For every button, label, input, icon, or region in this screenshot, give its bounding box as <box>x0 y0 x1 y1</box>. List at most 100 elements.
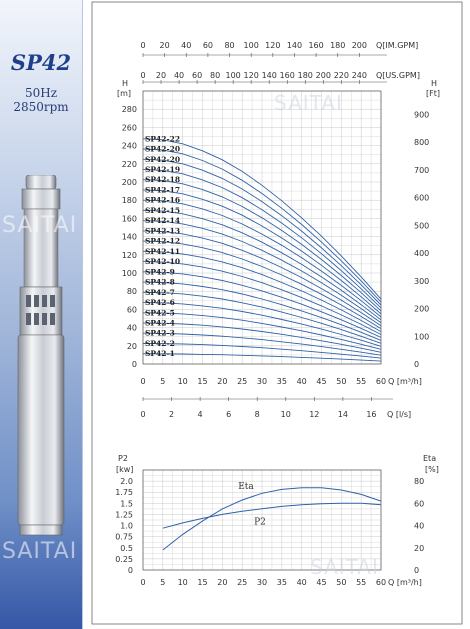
y-right-tick-label: 700 <box>414 166 429 175</box>
y-right-tick-label: 400 <box>414 249 429 258</box>
x-img-tick-label: 140 <box>287 41 302 50</box>
x-img-tick-label: 0 <box>140 41 145 50</box>
power-x-tick-label: 0 <box>140 578 145 587</box>
head-curve-label: SP42-16 <box>145 196 180 205</box>
x-us-tick-label: 140 <box>262 71 277 80</box>
head-curve-label: SP42-17 <box>145 185 180 194</box>
p2-tick-label: 1.75 <box>115 488 133 497</box>
y-left-tick-label: 180 <box>122 196 137 205</box>
y-left-tick-label: 20 <box>127 342 137 351</box>
head-curve-14 <box>142 220 382 324</box>
x-img-tick-label: 180 <box>330 41 345 50</box>
p2-tick-label: 0.75 <box>115 533 133 542</box>
p2-tick-label: 1.25 <box>115 510 133 519</box>
x-bottom-tick-label: 20 <box>217 377 227 386</box>
head-curve-label: SP42-18 <box>145 175 180 184</box>
head-curve-label: SP42-5 <box>145 308 175 317</box>
x-us-tick-label: 20 <box>156 71 166 80</box>
x-us-tick-label: 100 <box>226 71 241 80</box>
x-img-axis-label: Q[IM.GPM] <box>376 41 418 50</box>
x-bottom-tick-label: 0 <box>140 377 145 386</box>
power-x-tick-label: 15 <box>197 578 207 587</box>
x-us-axis-label: Q[US.GPM] <box>376 71 420 80</box>
y-right-axis-title: H <box>431 79 437 88</box>
x-ls-axis-label: Q [l/s] <box>387 410 411 419</box>
x-bottom-tick-label: 40 <box>297 377 307 386</box>
head-curve-9 <box>142 271 382 338</box>
head-curve-20 <box>142 158 382 306</box>
p2-axis-title: P2 <box>118 454 128 463</box>
y-right-tick-label: 100 <box>414 332 429 341</box>
power-x-tick-label: 40 <box>297 578 307 587</box>
eta-tick-label: 20 <box>414 544 424 553</box>
x-ls-tick-label: 0 <box>140 410 145 419</box>
head-curve-13 <box>142 230 382 327</box>
frequency-label: 50Hz <box>24 86 58 100</box>
x-us-tick-label: 40 <box>174 71 184 80</box>
head-curve-12 <box>142 240 382 329</box>
head-curve-label: SP42-12 <box>145 237 180 246</box>
y-left-tick-label: 100 <box>122 269 137 278</box>
pump-illustration <box>17 175 65 536</box>
head-curve-8 <box>142 281 382 341</box>
p2-tick-label: 0.25 <box>115 555 133 564</box>
x-us-tick-label: 80 <box>210 71 220 80</box>
x-ls-tick-label: 14 <box>338 410 348 419</box>
head-curve-18 <box>142 179 382 312</box>
y-right-tick-label: 800 <box>414 138 429 147</box>
speed-label: 2850rpm <box>13 100 69 114</box>
x-ls-tick-label: 16 <box>366 410 376 419</box>
head-curve-label: SP42-1 <box>145 349 175 358</box>
axes <box>142 53 393 571</box>
power-plot-border <box>142 469 382 571</box>
head-curve-label: SP42-9 <box>145 267 175 276</box>
head-curve-7 <box>142 291 382 344</box>
head-curve-4 <box>142 322 382 353</box>
y-left-tick-label: 0 <box>132 360 137 369</box>
x-img-tick-label: 160 <box>308 41 323 50</box>
head-curve-label: SP42-22 <box>145 134 180 143</box>
x-bottom-tick-label: 15 <box>197 377 207 386</box>
y-right-tick-label: 300 <box>414 277 429 286</box>
head-curve-5 <box>142 312 382 350</box>
y-right-axis-unit: [Ft] <box>426 89 440 98</box>
p2-series-label: P2 <box>254 518 266 528</box>
eta-tick-label: 60 <box>414 499 424 508</box>
axis-text: 020406080100120140160180200220240260280H… <box>115 41 440 587</box>
head-curve-label: SP42-8 <box>145 278 175 287</box>
eta-curve <box>162 487 382 551</box>
head-curve-1 <box>142 353 382 362</box>
x-img-tick-label: 120 <box>265 41 280 50</box>
head-curve-label: SP42-19 <box>145 165 180 174</box>
x-bottom-tick-label: 30 <box>257 377 267 386</box>
power-x-tick-label: 5 <box>160 578 165 587</box>
head-curves <box>142 138 382 551</box>
power-x-tick-label: 25 <box>237 578 247 587</box>
y-left-tick-label: 140 <box>122 233 137 242</box>
chart-area: 020406080100120140160180200220240260280H… <box>91 1 463 625</box>
watermark-text: SAITAI <box>274 91 343 115</box>
p2-axis-unit: [kw] <box>116 465 133 474</box>
x-bottom-tick-label: 25 <box>237 377 247 386</box>
head-curve-6 <box>142 302 382 347</box>
y-left-tick-label: 240 <box>122 142 137 151</box>
product-sidebar: SP42 50Hz 2850rpm <box>0 0 83 629</box>
y-right-tick-label: 0 <box>414 360 419 369</box>
head-curve-16 <box>142 199 382 318</box>
y-left-tick-label: 260 <box>122 123 137 132</box>
x-us-tick-label: 180 <box>298 71 313 80</box>
x-img-tick-label: 100 <box>244 41 259 50</box>
y-left-tick-label: 200 <box>122 178 137 187</box>
p2-tick-label: 1.5 <box>120 499 133 508</box>
p2-curve <box>162 502 382 529</box>
x-bottom-tick-label: 55 <box>356 377 366 386</box>
x-ls-tick-label: 8 <box>255 410 260 419</box>
power-x-tick-label: 10 <box>178 578 188 587</box>
x-ls-tick-label: 10 <box>281 410 291 419</box>
y-left-axis-title: H <box>122 79 128 88</box>
x-bottom-tick-label: 5 <box>160 377 165 386</box>
x-bottom-axis-label: Q [m³/h] <box>388 377 422 386</box>
head-curve-label: SP42-2 <box>145 339 175 348</box>
x-us-tick-label: 60 <box>192 71 202 80</box>
head-curve-22 <box>142 138 382 300</box>
